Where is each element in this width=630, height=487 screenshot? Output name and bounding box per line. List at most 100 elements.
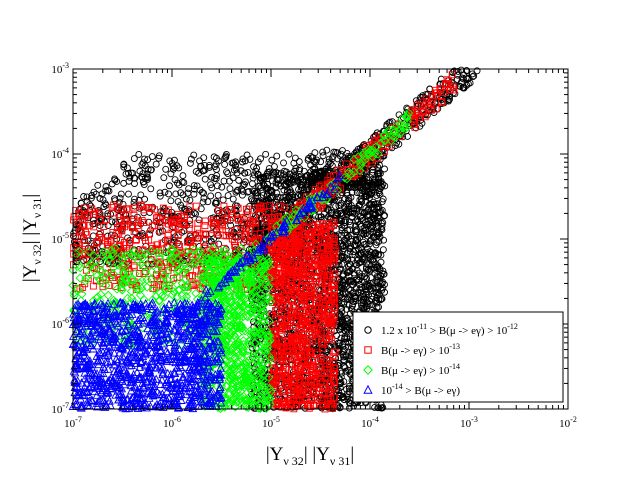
data-point: [174, 231, 182, 238]
data-point: [328, 335, 336, 343]
data-point: [456, 83, 464, 90]
data-point: [90, 188, 98, 196]
data-point: [125, 177, 133, 185]
data-point: [322, 238, 330, 245]
data-point: [147, 166, 155, 174]
data-point: [330, 303, 338, 311]
data-point: [287, 378, 295, 385]
data-point: [200, 154, 208, 162]
data-point: [241, 178, 249, 186]
data-point: [306, 305, 314, 313]
data-point: [337, 201, 345, 209]
data-point: [281, 322, 289, 330]
data-point: [224, 228, 232, 236]
data-point: [138, 161, 146, 169]
data-point: [108, 204, 116, 212]
data-point: [240, 231, 248, 239]
data-point: [133, 222, 141, 229]
data-point: [326, 272, 334, 280]
data-point: [275, 363, 283, 371]
data-point: [269, 259, 277, 267]
data-point: [409, 116, 417, 124]
data-point: [464, 75, 472, 83]
data-point: [347, 194, 355, 201]
data-point: [362, 204, 370, 212]
data-point: [375, 169, 383, 177]
data-point: [192, 280, 200, 288]
data-point: [314, 325, 322, 333]
data-point: [87, 194, 95, 202]
data-point: [95, 209, 103, 217]
data-point: [114, 203, 122, 211]
data-point: [361, 226, 369, 234]
data-point: [381, 281, 388, 288]
data-point: [293, 318, 301, 326]
data-point: [361, 278, 369, 286]
data-point: [273, 195, 281, 203]
data-point: [107, 210, 115, 218]
data-point: [376, 233, 384, 241]
data-point: [109, 209, 117, 217]
data-point: [450, 67, 458, 75]
data-point: [308, 177, 316, 185]
data-point: [308, 306, 316, 314]
data-point: [207, 181, 215, 189]
data-point: [241, 157, 249, 165]
data-point: [307, 153, 315, 161]
data-point: [282, 379, 290, 387]
data-point: [115, 242, 123, 250]
data-point: [363, 249, 371, 257]
data-point: [207, 192, 215, 200]
data-point: [179, 172, 187, 180]
data-point: [317, 355, 325, 362]
data-point: [293, 347, 301, 355]
data-point: [148, 222, 156, 230]
data-point: [301, 404, 309, 412]
data-point: [364, 207, 372, 215]
data-point: [285, 352, 293, 360]
data-point: [192, 168, 200, 175]
data-point: [283, 287, 291, 295]
data-point: [213, 182, 221, 190]
data-point: [280, 204, 288, 212]
data-point: [344, 326, 351, 334]
data-point: [175, 181, 183, 189]
data-point: [335, 196, 343, 204]
data-point: [100, 223, 108, 230]
data-point: [270, 267, 277, 275]
data-point: [93, 238, 101, 245]
data-point: [202, 230, 210, 238]
data-point: [151, 222, 159, 229]
data-point: [198, 188, 206, 196]
data-point: [119, 200, 127, 208]
data-point: [235, 216, 243, 224]
data-point: [130, 215, 138, 223]
data-point: [322, 257, 330, 265]
data-point: [159, 268, 167, 276]
data-point: [306, 282, 314, 290]
data-point: [280, 242, 288, 250]
data-point: [277, 300, 285, 308]
data-point: [106, 260, 114, 268]
data-point: [317, 243, 325, 251]
data-point: [327, 386, 335, 394]
data-point: [152, 272, 160, 280]
data-point: [125, 206, 133, 214]
data-point: [327, 382, 335, 390]
data-point: [313, 299, 320, 307]
data-point: [279, 353, 287, 361]
data-point: [187, 231, 195, 239]
data-point: [275, 399, 283, 407]
data-point: [244, 205, 252, 213]
data-point: [123, 205, 131, 213]
data-point: [266, 168, 273, 176]
data-point: [110, 201, 118, 209]
data-point: [331, 348, 339, 356]
data-point: [326, 369, 334, 377]
data-point: [320, 225, 328, 233]
data-point: [232, 161, 239, 169]
data-point: [130, 155, 138, 162]
data-point: [238, 158, 246, 166]
data-point: [321, 273, 329, 281]
data-point: [323, 363, 331, 371]
